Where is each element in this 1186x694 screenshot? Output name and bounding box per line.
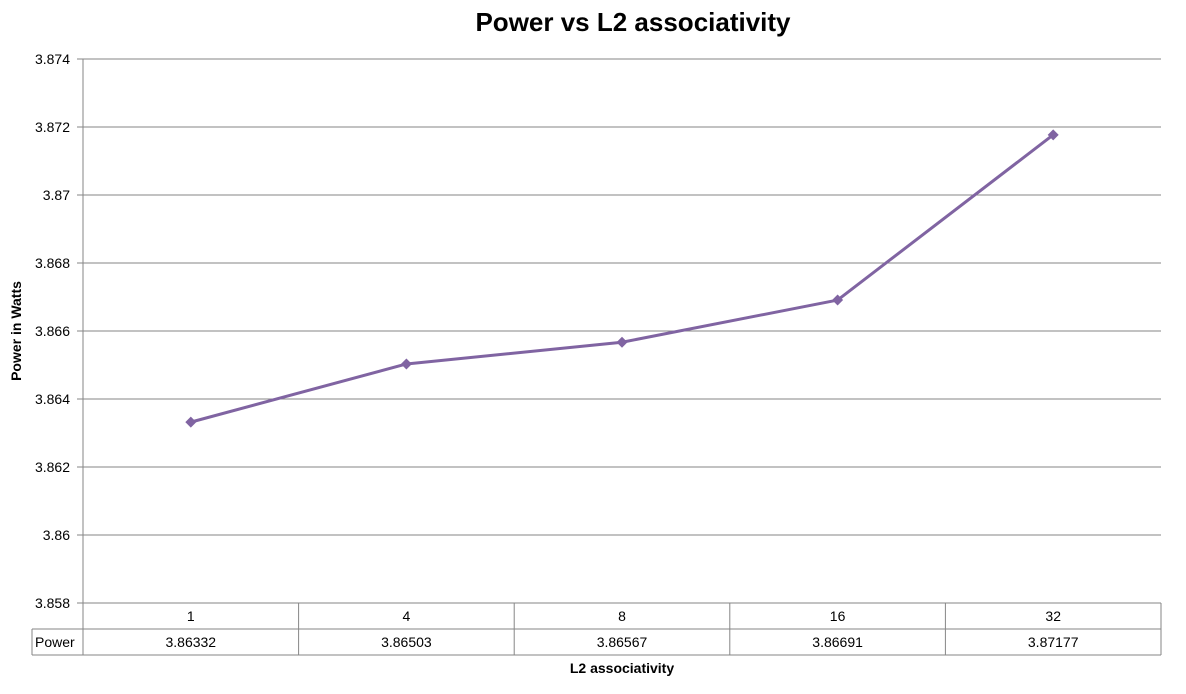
x-category-label: 1 — [187, 608, 195, 624]
y-tick-label: 3.86 — [43, 527, 70, 543]
x-category-label: 4 — [403, 608, 411, 624]
y-tick-label: 3.862 — [35, 459, 70, 475]
table-value: 3.86691 — [812, 634, 863, 650]
table-series-label: Power — [35, 634, 75, 650]
y-tick-label: 3.87 — [43, 187, 70, 203]
table-value: 3.86567 — [597, 634, 648, 650]
x-category-label: 16 — [830, 608, 846, 624]
y-tick-label: 3.872 — [35, 119, 70, 135]
x-axis-title: L2 associativity — [570, 660, 674, 676]
table-value: 3.86503 — [381, 634, 432, 650]
series-power — [185, 129, 1059, 428]
y-tick-label: 3.864 — [35, 391, 70, 407]
y-tick-label: 3.866 — [35, 323, 70, 339]
y-tick-label: 3.868 — [35, 255, 70, 271]
data-point-marker — [400, 358, 412, 370]
data-point-marker — [832, 294, 844, 306]
y-tick-label: 3.858 — [35, 595, 70, 611]
y-axis-title: Power in Watts — [8, 281, 24, 381]
data-point-marker — [185, 416, 197, 428]
y-tick-label: 3.874 — [35, 51, 70, 67]
y-tick-labels: 3.858 3.86 3.862 3.864 3.866 3.868 3.87 3.872 3.… — [35, 51, 70, 611]
table-value: 3.87177 — [1028, 634, 1079, 650]
series-line — [190, 133, 1055, 424]
x-category-label: 32 — [1045, 608, 1061, 624]
table-value: 3.86332 — [165, 634, 216, 650]
x-category-label: 8 — [618, 608, 626, 624]
chart-title: Power vs L2 associativity — [475, 7, 791, 37]
data-point-marker — [616, 336, 628, 348]
data-table: 1 3.86332 4 3.86503 8 3.86567 16 3.86691 32 3.871… — [31, 602, 1162, 656]
gridlines — [77, 58, 1161, 655]
data-point-marker — [1047, 129, 1059, 141]
